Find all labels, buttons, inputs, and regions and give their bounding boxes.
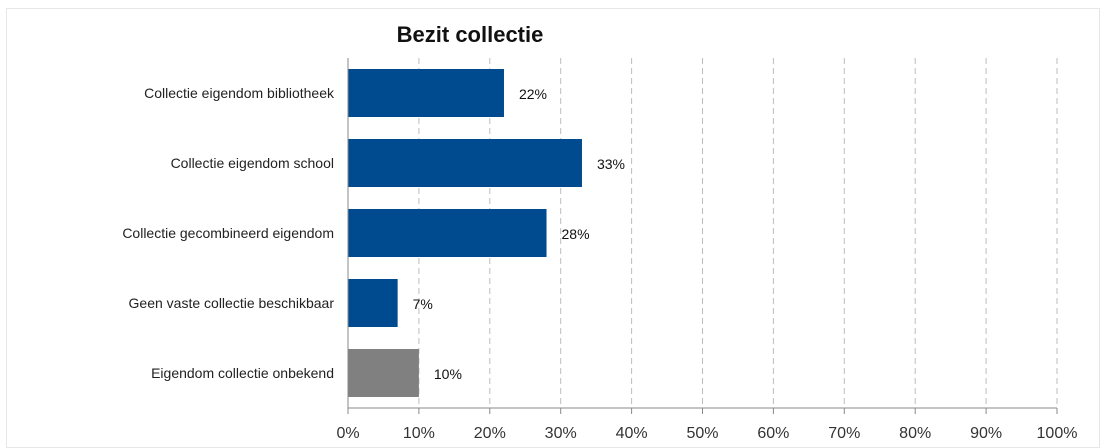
bar	[348, 279, 398, 327]
x-tick-label: 70%	[828, 425, 860, 442]
bar	[348, 209, 547, 257]
x-tick-label: 40%	[616, 425, 648, 442]
category-label: Geen vaste collectie beschikbaar	[129, 295, 335, 311]
x-tick-label: 100%	[1037, 425, 1078, 442]
x-tick-label: 90%	[970, 425, 1002, 442]
bar-value-label: 7%	[413, 296, 433, 312]
x-tick-label: 50%	[686, 425, 718, 442]
category-label: Collectie eigendom bibliotheek	[144, 85, 335, 101]
x-tick-label: 10%	[403, 425, 435, 442]
bar-value-label: 10%	[434, 366, 462, 382]
bars: 22% 33% 28% 7% 10%	[348, 69, 625, 397]
x-axis: 0% 10% 20% 30% 40% 50% 60% 70% 80% 90% 100%	[336, 58, 1077, 442]
category-labels: Collectie eigendom bibliotheek Collectie …	[122, 85, 335, 381]
x-tick-label: 20%	[474, 425, 506, 442]
x-tick-label: 80%	[899, 425, 931, 442]
chart-title: Bezit collectie	[397, 22, 544, 47]
bar	[348, 349, 419, 397]
x-tick-label: 60%	[757, 425, 789, 442]
category-label: Eigendom collectie onbekend	[151, 365, 334, 381]
category-label: Collectie gecombineerd eigendom	[122, 225, 334, 241]
bar-value-label: 22%	[519, 86, 547, 102]
bar-value-label: 28%	[562, 226, 590, 242]
category-label: Collectie eigendom school	[171, 155, 334, 171]
x-tick-label: 0%	[336, 425, 359, 442]
x-tick-label: 30%	[545, 425, 577, 442]
bar	[348, 69, 504, 117]
bar-value-label: 33%	[597, 156, 625, 172]
bar	[348, 139, 582, 187]
